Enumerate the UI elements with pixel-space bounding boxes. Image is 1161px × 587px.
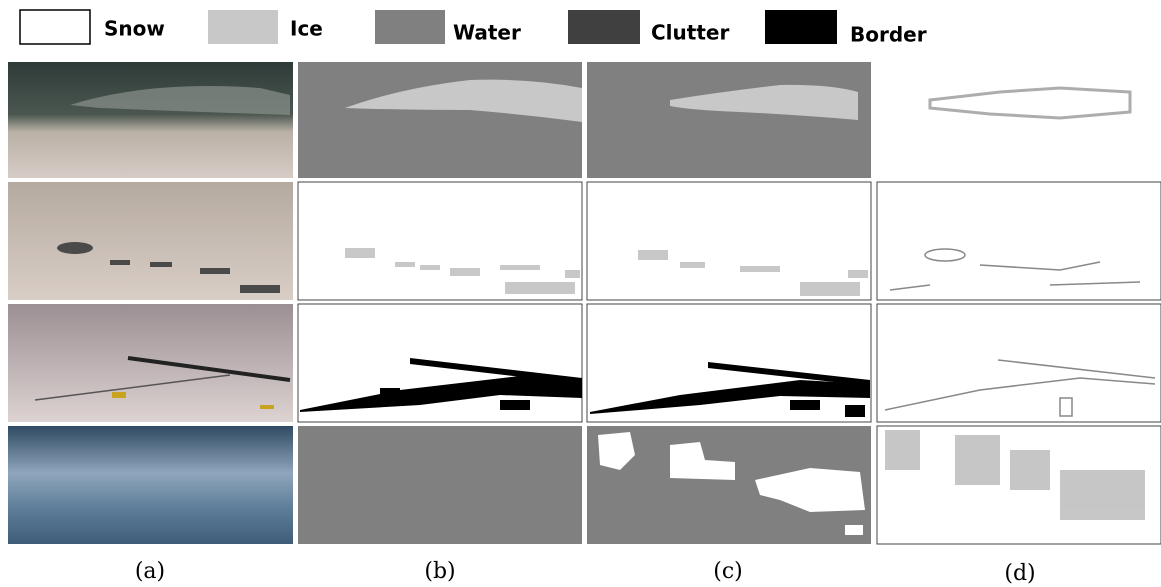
caption: (a)	[135, 559, 165, 584]
legend-label: Clutter	[651, 21, 729, 45]
photo	[8, 62, 293, 178]
prediction	[587, 62, 871, 178]
swatch-water	[375, 10, 445, 44]
swatch-ice	[208, 10, 278, 44]
legend-label: Border	[850, 23, 927, 47]
photo	[8, 426, 293, 544]
label-map	[298, 426, 582, 544]
swatch-snow	[20, 10, 90, 44]
swatch-clutter	[568, 10, 640, 44]
photo	[8, 182, 293, 300]
legend-label: Snow	[104, 17, 165, 41]
caption: (c)	[713, 559, 743, 584]
prediction	[587, 304, 871, 422]
swatch-border	[765, 10, 837, 44]
caption: (d)	[1004, 561, 1035, 586]
caption: (b)	[424, 559, 455, 584]
label-map	[298, 62, 582, 178]
uncertainty	[877, 62, 1161, 178]
legend-label: Water	[453, 21, 521, 45]
figure: Snow Ice Water Clutter Border	[0, 0, 1161, 587]
legend-label: Ice	[290, 17, 323, 41]
